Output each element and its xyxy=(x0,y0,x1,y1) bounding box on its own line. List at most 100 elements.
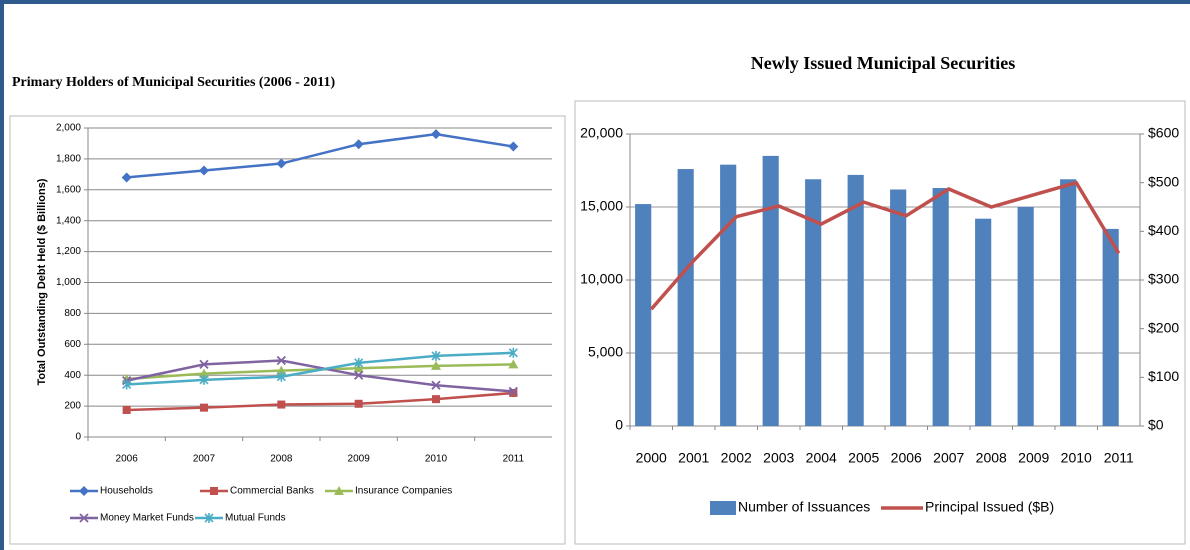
legend-label: Insurance Companies xyxy=(355,486,452,497)
marker xyxy=(509,388,518,397)
legend-swatch xyxy=(710,501,736,515)
legend-label: Mutual Funds xyxy=(225,513,286,524)
y-tick-label: 1,600 xyxy=(56,184,81,195)
marker xyxy=(276,355,286,366)
marker xyxy=(354,370,364,380)
marker xyxy=(431,350,441,361)
y-tick-label: 200 xyxy=(64,401,81,412)
marker xyxy=(276,158,287,169)
y-tick-label: 1,200 xyxy=(56,246,81,257)
x-tick-label: 2005 xyxy=(848,450,879,466)
x-tick-label: 2009 xyxy=(1018,450,1049,466)
line xyxy=(126,132,514,179)
line xyxy=(126,359,514,393)
bar xyxy=(1017,207,1034,426)
x-tick-label: 2010 xyxy=(1061,450,1092,466)
bar xyxy=(805,179,822,426)
y-tick-label: 400 xyxy=(64,370,81,381)
y2-tick-label: $300 xyxy=(1148,271,1179,287)
marker xyxy=(432,395,440,404)
marker xyxy=(276,365,287,375)
marker xyxy=(508,347,518,358)
y-tick-label: 1,400 xyxy=(56,215,81,226)
bar xyxy=(847,174,864,426)
marker xyxy=(354,357,364,368)
legend-label: Commercial Banks xyxy=(230,486,314,497)
x-tick-label: 2003 xyxy=(763,450,794,466)
y2-tick-label: $600 xyxy=(1148,125,1179,141)
y-axis-label: Total Outstanding Debt Held ($ Billions) xyxy=(36,178,48,385)
marker xyxy=(431,129,441,140)
x-tick-label: 2006 xyxy=(116,454,139,465)
marker xyxy=(277,400,286,409)
x-tick-label: 2008 xyxy=(976,450,1007,466)
marker xyxy=(122,379,132,390)
marker xyxy=(276,371,286,382)
bar xyxy=(720,164,737,426)
y-tick-label: 10,000 xyxy=(580,271,623,287)
line xyxy=(649,180,1121,311)
chart-title: Primary Holders of Municipal Securities … xyxy=(12,75,335,90)
left-panel xyxy=(9,115,566,545)
y-tick-label: 0 xyxy=(615,417,623,433)
marker xyxy=(353,139,364,150)
x-tick-label: 2009 xyxy=(348,454,371,465)
marker xyxy=(200,403,208,412)
x-tick-label: 2002 xyxy=(721,450,752,466)
marker xyxy=(79,513,89,523)
x-tick-label: 2010 xyxy=(425,454,448,465)
x-tick-label: 2006 xyxy=(891,450,922,466)
x-tick-label: 2008 xyxy=(270,454,293,465)
x-tick-label: 2001 xyxy=(678,450,709,466)
legend-label: Principal Issued ($B) xyxy=(925,499,1054,515)
marker xyxy=(508,359,519,369)
bar xyxy=(1102,228,1119,426)
marker xyxy=(199,374,209,385)
y2-tick-label: $0 xyxy=(1148,417,1164,433)
y2-tick-label: $200 xyxy=(1148,319,1179,335)
marker xyxy=(431,360,441,370)
marker xyxy=(199,359,209,370)
legend-label: Money Market Funds xyxy=(100,513,194,524)
marker xyxy=(508,141,519,152)
y-tick-label: 1,000 xyxy=(56,277,81,288)
marker xyxy=(334,486,344,495)
bar xyxy=(890,189,907,426)
bar xyxy=(1060,179,1077,426)
y-tick-label: 20,000 xyxy=(580,125,623,141)
y2-tick-label: $100 xyxy=(1148,368,1179,384)
bar xyxy=(762,155,779,426)
y2-tick-label: $500 xyxy=(1148,173,1179,189)
marker xyxy=(508,386,518,397)
bar xyxy=(635,204,652,426)
bar xyxy=(677,169,694,427)
x-tick-label: 2000 xyxy=(636,450,667,466)
y-tick-label: 600 xyxy=(64,339,81,350)
y-tick-label: 1,800 xyxy=(56,154,81,165)
marker xyxy=(121,172,132,183)
marker xyxy=(204,513,214,523)
right-panel xyxy=(574,100,1186,545)
marker xyxy=(79,486,89,496)
line xyxy=(126,351,514,386)
y-tick-label: 5,000 xyxy=(588,344,623,360)
marker xyxy=(210,487,218,495)
legend-label: Households xyxy=(100,486,153,497)
marker xyxy=(122,405,131,414)
marker xyxy=(431,380,441,390)
legend-label: Number of Issuances xyxy=(738,499,870,515)
marker xyxy=(199,368,209,378)
x-tick-label: 2004 xyxy=(806,450,837,466)
bar xyxy=(932,188,949,426)
y-tick-label: 0 xyxy=(75,432,81,443)
x-tick-label: 2007 xyxy=(193,454,216,465)
y-tick-label: 15,000 xyxy=(580,198,623,214)
y-tick-label: 800 xyxy=(64,308,81,319)
bar xyxy=(975,218,992,426)
marker xyxy=(199,165,209,176)
marker xyxy=(354,399,363,408)
x-tick-label: 2011 xyxy=(1104,450,1134,466)
chart-title: Newly Issued Municipal Securities xyxy=(751,53,1016,73)
y-tick-label: 2,000 xyxy=(56,123,81,134)
